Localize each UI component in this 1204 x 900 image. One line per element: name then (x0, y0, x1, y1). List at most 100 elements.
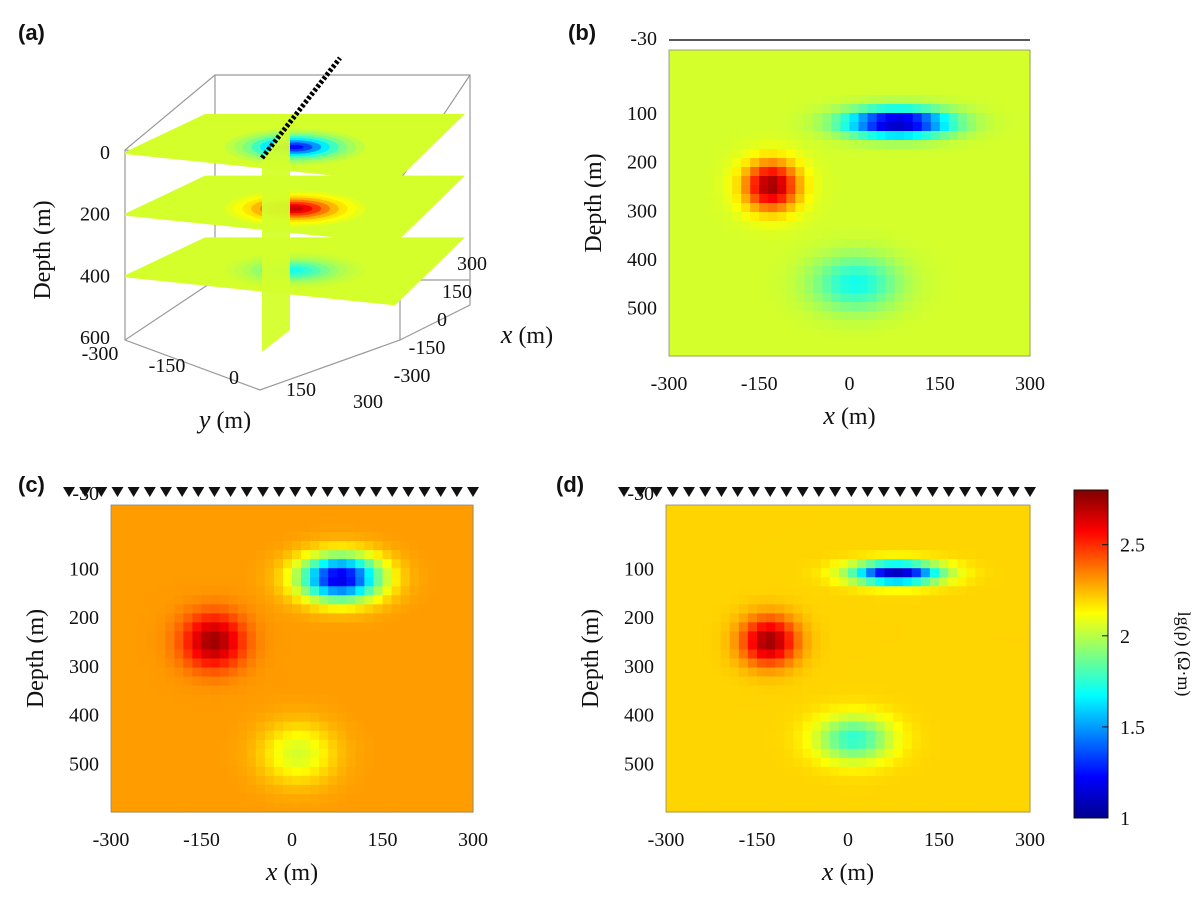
heatmap-cell (687, 194, 697, 204)
heatmap-cell (328, 685, 338, 696)
heatmap-cell (174, 685, 184, 696)
heatmap-cell (795, 158, 805, 168)
heatmap-cell (929, 514, 940, 524)
heatmap-cell (400, 748, 411, 759)
heatmap-cell (948, 95, 959, 105)
heatmap-cell (822, 275, 833, 285)
heatmap-cell (804, 257, 815, 267)
heatmap-cell (210, 793, 221, 804)
heatmap-cell (804, 140, 815, 150)
heatmap-cell (436, 505, 447, 515)
heatmap-cell (714, 257, 724, 267)
heatmap-cell (454, 532, 465, 542)
heatmap-cell (228, 604, 239, 614)
heatmap-cell (894, 257, 905, 267)
heatmap-cell (418, 685, 429, 696)
heatmap-cell (666, 640, 676, 651)
heatmap-cell (957, 577, 967, 587)
heatmap-cell (201, 622, 212, 633)
heatmap-cell (822, 50, 833, 60)
heatmap-cell (903, 185, 914, 195)
heatmap-cell (391, 802, 402, 813)
heatmap-cell (355, 793, 365, 804)
heatmap-cell (838, 604, 849, 614)
heatmap-cell (120, 667, 130, 678)
heatmap-cell (418, 595, 429, 605)
heatmap-cell (684, 514, 694, 524)
panel-label-c: (c) (18, 472, 45, 497)
heatmap-cell (894, 140, 905, 150)
heatmap-cell (885, 221, 896, 231)
heatmap-cell (273, 577, 284, 587)
heatmap-cell (802, 532, 813, 542)
heatmap-cell (255, 712, 266, 723)
heatmap-cell (820, 604, 831, 614)
heatmap-cell (723, 68, 733, 78)
heatmap-cell (948, 550, 958, 560)
heatmap-cell (993, 523, 1004, 533)
heatmap-cell (675, 532, 685, 542)
heatmap-cell (884, 505, 895, 515)
heatmap-cell (711, 532, 722, 542)
heatmap-cell (957, 50, 968, 60)
heatmap-cell (382, 505, 393, 515)
heatmap-cell (219, 595, 230, 605)
heatmap-cell (820, 586, 831, 596)
heatmap-cell (885, 167, 896, 177)
heatmap-cell (766, 694, 776, 705)
heatmap-cell (939, 284, 950, 294)
station-marker (959, 487, 972, 497)
heatmap-cell (264, 604, 275, 614)
heatmap-cell (957, 167, 968, 177)
heatmap-cell (966, 104, 977, 114)
heatmap-cell (993, 739, 1004, 750)
heatmap-cell (156, 703, 166, 714)
heatmap-cell (966, 338, 977, 348)
heatmap-cell (993, 140, 1004, 150)
heatmap-cell (693, 703, 703, 714)
heatmap-cell (1020, 194, 1031, 204)
heatmap-cell (948, 748, 958, 759)
heatmap-cell (750, 167, 760, 177)
heatmap-cell (848, 793, 858, 804)
heatmap-cell (759, 131, 769, 141)
heatmap-cell (1002, 685, 1013, 696)
heatmap-cell (391, 550, 402, 560)
heatmap-cell (687, 95, 697, 105)
heatmap-cell (1011, 194, 1022, 204)
heatmap-cell (192, 514, 203, 524)
heatmap-cell (738, 523, 749, 533)
y-tick-label: 150 (286, 379, 316, 401)
heatmap-cell (848, 784, 858, 795)
heatmap-cell (337, 622, 347, 633)
heatmap-cell (867, 194, 878, 204)
heatmap-cell (1002, 284, 1013, 294)
heatmap-cell (684, 595, 694, 605)
heatmap-cell (282, 775, 293, 786)
heatmap-cell (840, 329, 851, 339)
heatmap-cell (912, 68, 923, 78)
heatmap-cell (993, 649, 1004, 660)
heatmap-cell (993, 757, 1004, 768)
heatmap-cell (786, 176, 796, 186)
heatmap-cell (1002, 68, 1013, 78)
heatmap-cell (957, 739, 967, 750)
heatmap-cell (1020, 784, 1031, 795)
heatmap-cell (957, 550, 967, 560)
heatmap-cell (838, 640, 849, 651)
heatmap-cell (720, 604, 731, 614)
heatmap-cell (364, 766, 375, 777)
heatmap-cell (849, 86, 860, 96)
heatmap-cell (675, 649, 685, 660)
heatmap-cell (319, 532, 329, 542)
heatmap-cell (939, 523, 949, 533)
heatmap-cell (669, 140, 679, 150)
heatmap-cell (804, 149, 815, 159)
heatmap-cell (192, 775, 203, 786)
station-marker (370, 487, 383, 497)
heatmap-cell (875, 595, 885, 605)
heatmap-cell (138, 577, 148, 587)
panel-d-field (666, 505, 1031, 813)
heatmap-cell (876, 140, 887, 150)
heatmap-cell (866, 802, 876, 813)
